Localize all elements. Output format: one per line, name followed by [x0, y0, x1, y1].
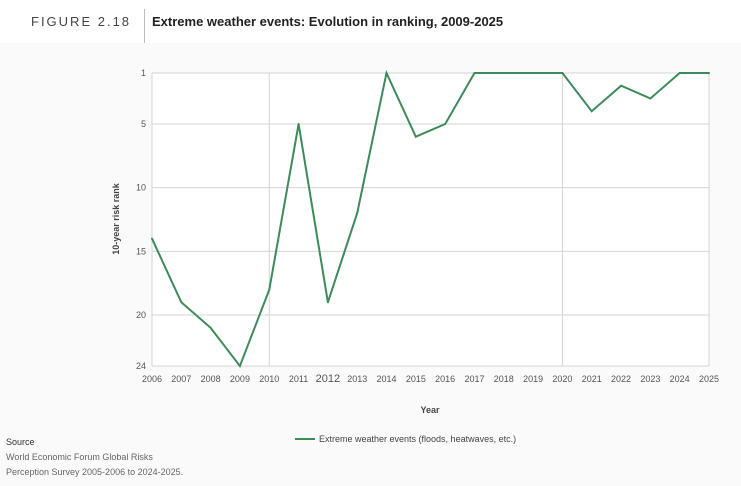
figure-header: FIGURE 2.18 Extreme weather events: Evol… — [0, 0, 741, 43]
x-tick-label: 2024 — [670, 374, 690, 384]
data-point — [590, 110, 593, 113]
data-point — [180, 301, 183, 304]
x-tick-label: 2011 — [289, 374, 308, 384]
x-tick-label: 2020 — [552, 374, 572, 384]
header-divider — [144, 9, 145, 43]
data-point — [649, 97, 652, 100]
data-point — [326, 301, 329, 304]
x-tick-label: 2015 — [406, 374, 426, 384]
x-tick-label: 2009 — [230, 374, 250, 384]
y-tick-label: 5 — [141, 119, 146, 129]
data-point — [561, 72, 564, 74]
x-tick-label: 2010 — [259, 374, 279, 384]
x-tick-label: 2021 — [582, 374, 602, 384]
y-tick-label: 15 — [136, 246, 146, 256]
x-tick-label: 2006 — [142, 374, 162, 384]
figure-label: FIGURE 2.18 — [31, 14, 132, 29]
source-heading: Source — [6, 437, 35, 447]
x-tick-label: 2022 — [611, 374, 631, 384]
data-point — [297, 122, 300, 125]
data-point — [268, 288, 271, 291]
y-tick-label: 24 — [136, 361, 146, 371]
y-tick-label: 1 — [141, 68, 146, 78]
data-point — [356, 212, 359, 215]
data-point — [620, 84, 623, 87]
legend-label: Extreme weather events (floods, heatwave… — [319, 434, 516, 444]
source-note: Source World Economic Forum Global Risks… — [6, 435, 183, 480]
data-point — [414, 135, 417, 138]
x-tick-label: 2014 — [377, 374, 397, 384]
x-tick-label: 2012 — [316, 373, 340, 385]
x-tick-label: 2018 — [494, 374, 514, 384]
figure-title: Extreme weather events: Evolution in ran… — [152, 14, 504, 29]
data-point — [151, 237, 153, 240]
data-point — [444, 122, 447, 125]
x-axis-title: Year — [420, 405, 440, 415]
x-tick-label: 2013 — [347, 374, 367, 384]
data-point — [708, 72, 710, 74]
series-line-extreme-weather — [151, 69, 709, 369]
y-axis-title: 10-year risk rank — [111, 182, 121, 255]
plot-area — [152, 73, 709, 366]
x-tick-label: 2017 — [464, 374, 484, 384]
x-tick-label: 2016 — [435, 374, 455, 384]
x-tick-label: 2023 — [640, 374, 660, 384]
data-point — [532, 72, 535, 74]
source-line-2: Perception Survey 2005-2006 to 2024-2025… — [6, 467, 184, 477]
data-point — [473, 72, 476, 74]
data-point — [238, 365, 241, 367]
x-tick-label: 2025 — [699, 374, 719, 384]
data-point — [209, 326, 212, 329]
y-tick-label: 10 — [136, 183, 146, 193]
data-point — [678, 72, 681, 74]
source-line-1: World Economic Forum Global Risks — [6, 452, 153, 462]
x-tick-label: 2019 — [523, 374, 543, 384]
data-point — [385, 72, 388, 74]
x-tick-label: 2007 — [171, 374, 191, 384]
x-tick-label: 2008 — [201, 374, 221, 384]
data-point — [502, 72, 505, 74]
y-tick-label: 20 — [136, 310, 146, 320]
